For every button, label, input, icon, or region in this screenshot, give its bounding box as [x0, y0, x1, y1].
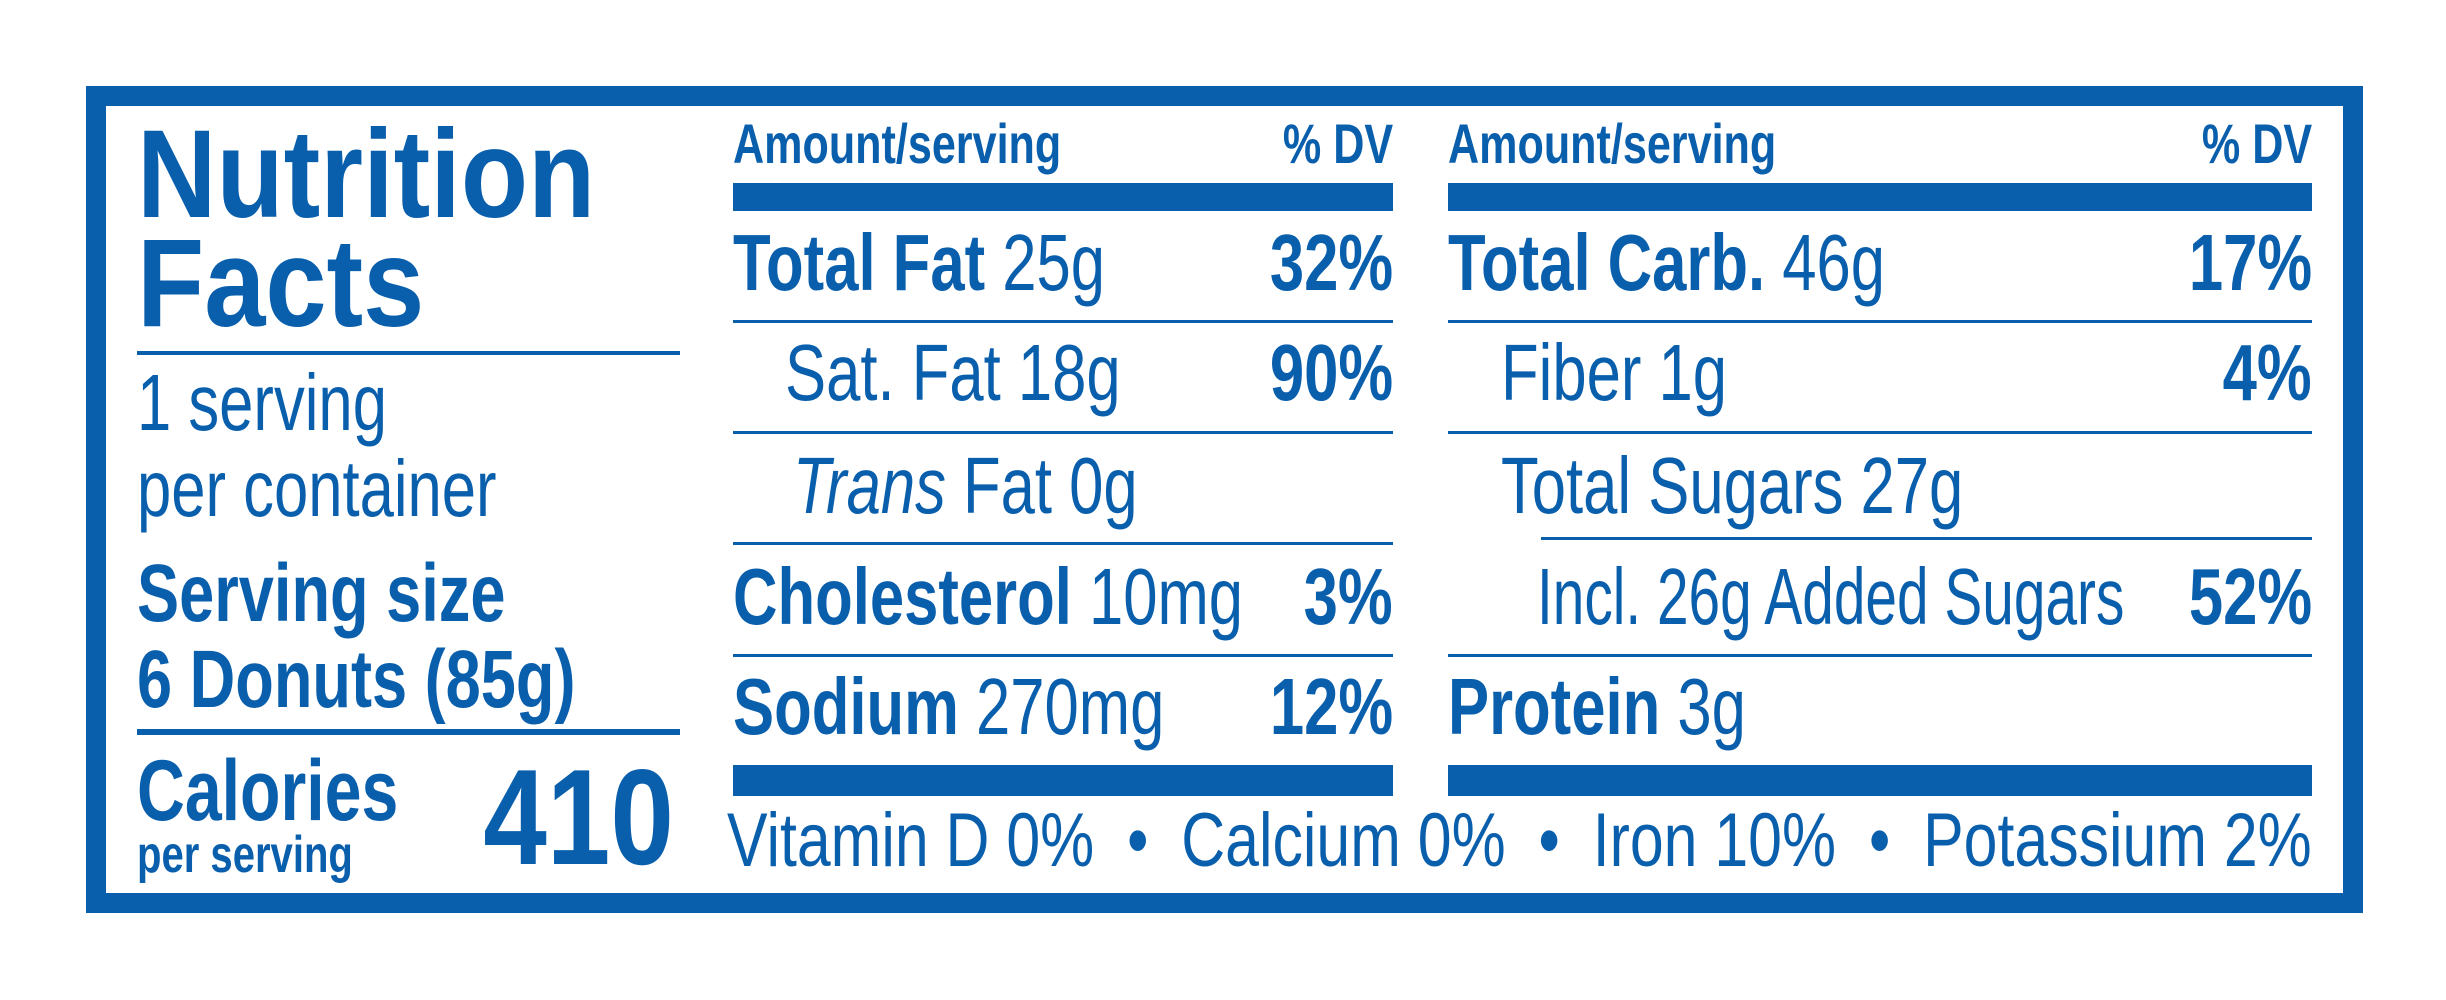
nutrient-row-total-carb: Total Carb. 46g: [1448, 223, 1885, 303]
nutrient-row-cholesterol: Cholesterol 10mg: [733, 557, 1243, 637]
nutrient-amount: 18g: [1017, 328, 1121, 417]
divider: [1541, 537, 2312, 540]
nutrient-name: Total Carb.: [1448, 218, 1766, 307]
nutrient-row-trans-fat: Trans Fat 0g: [793, 446, 1138, 526]
nutrient-row-sodium: Sodium 270mg: [733, 667, 1164, 747]
nutrient-dv: 17%: [2188, 218, 2312, 307]
serving-size-label: Serving size: [137, 548, 506, 639]
nutrient-dv: 90%: [1269, 328, 1393, 417]
nutrient-row-total-sugars: Total Sugars 27g: [1501, 446, 1963, 526]
bullet-separator: •: [1127, 798, 1149, 883]
amount-header: Amount/serving: [733, 112, 1062, 175]
servings-per-container-line2: per container: [137, 444, 497, 533]
serving-size-value: 6 Donuts (85g): [137, 634, 576, 725]
nutrient-dv: 52%: [2188, 552, 2312, 641]
servings-per-container-line1: 1 serving: [137, 358, 387, 447]
dv-header: % DV: [1282, 112, 1393, 175]
nutrient-amount: 27g: [1860, 441, 1964, 530]
nutrient-row-total-fat: Total Fat 25g: [733, 223, 1105, 303]
nutrition-label-frame: [86, 86, 2363, 913]
title-facts: Facts: [137, 214, 425, 353]
thick-bar: [1448, 765, 2312, 796]
divider: [1448, 320, 2312, 323]
divider: [1448, 431, 2312, 434]
nutrient-row-added-sugars: Incl. 26g Added Sugars: [1537, 552, 2125, 641]
nutrient-name: Fiber: [1501, 328, 1642, 417]
nutrient-dv: 3%: [1303, 552, 1393, 641]
vitamins-minerals-line: Vitamin D 0% • Calcium 0% • Iron 10% • P…: [727, 803, 2312, 879]
amount-header: Amount/serving: [1448, 112, 1777, 175]
divider: [733, 654, 1393, 657]
nutrient-amount: 3g: [1677, 662, 1746, 751]
thick-bar: [733, 183, 1393, 211]
nutrient-dv: 32%: [1269, 218, 1393, 307]
bullet-separator: •: [1538, 798, 1560, 883]
nutrient-name: Protein: [1448, 662, 1661, 751]
nutrient-amount: 10mg: [1088, 552, 1244, 641]
divider: [733, 431, 1393, 434]
divider: [733, 542, 1393, 545]
thick-bar: [1448, 183, 2312, 211]
calcium: Calcium 0%: [1181, 798, 1506, 883]
calories-label: Calories: [137, 743, 399, 839]
nutrient-amount: 25g: [1002, 218, 1105, 307]
calories-sub-label: per serving: [137, 826, 353, 884]
nutrient-name: Sodium: [733, 662, 959, 751]
title-nutrition: Nutrition: [137, 105, 596, 244]
divider: [137, 351, 680, 355]
nutrient-amount: 46g: [1782, 218, 1886, 307]
nutrient-row-fiber: Fiber 1g: [1501, 333, 1727, 413]
dv-header: % DV: [2201, 112, 2312, 175]
nutrient-dv: 4%: [2222, 328, 2312, 417]
nutrient-name: Sat. Fat: [785, 328, 1001, 417]
thick-bar: [733, 765, 1393, 796]
divider: [1448, 654, 2312, 657]
divider: [733, 320, 1393, 323]
nutrient-name: Trans: [793, 441, 946, 530]
nutrient-name: Total Fat: [733, 218, 986, 307]
nutrient-amount: Fat 0g: [963, 441, 1138, 530]
vitamin-d: Vitamin D 0%: [727, 798, 1095, 883]
bullet-separator: •: [1868, 798, 1891, 883]
nutrient-dv: 12%: [1269, 662, 1393, 751]
nutrient-amount: 1g: [1658, 328, 1727, 417]
iron: Iron 10%: [1592, 798, 1837, 883]
nutrient-row-sat-fat: Sat. Fat 18g: [785, 333, 1121, 413]
calories-value: 410: [483, 741, 674, 893]
nutrient-row-protein: Protein 3g: [1448, 667, 1746, 747]
nutrient-name: Total Sugars: [1501, 441, 1844, 530]
divider: [137, 729, 680, 735]
nutrient-name: Cholesterol: [733, 552, 1072, 641]
nutrient-amount: 270mg: [975, 662, 1165, 751]
potassium: Potassium 2%: [1923, 798, 2312, 883]
